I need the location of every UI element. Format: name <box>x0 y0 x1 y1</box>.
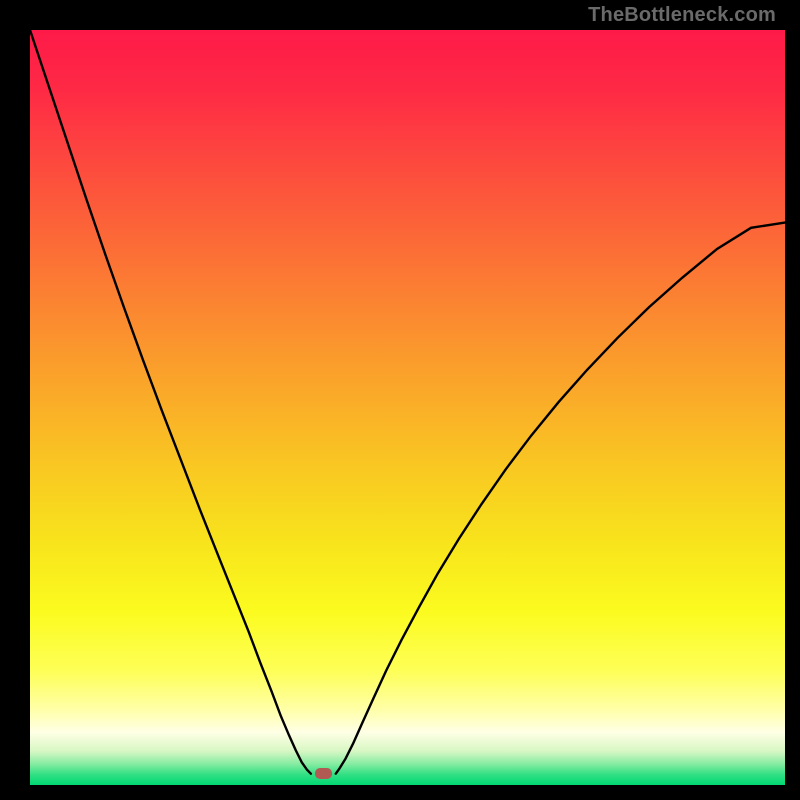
watermark-text: TheBottleneck.com <box>588 4 776 27</box>
chart-svg <box>30 30 785 785</box>
chart-plot-area <box>30 30 785 785</box>
minimum-marker <box>315 768 332 779</box>
gradient-background <box>30 30 785 785</box>
